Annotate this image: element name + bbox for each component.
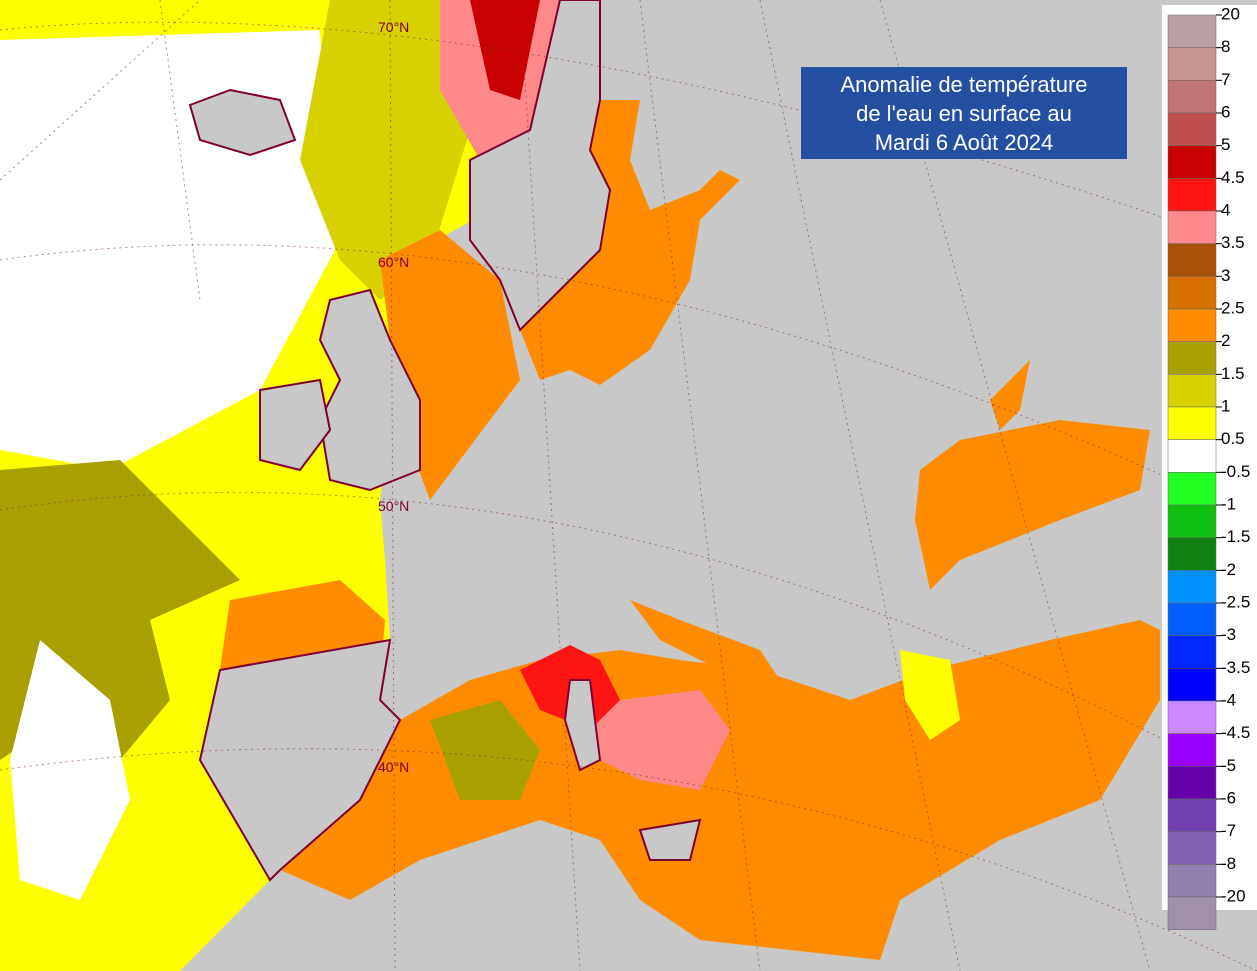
legend-label: 1.5 [1221,364,1245,383]
legend-label: -3.5 [1221,658,1250,677]
legend-label: -0.5 [1221,462,1250,481]
legend-swatch [1167,178,1217,212]
mediterranean [280,620,1160,960]
legend-swatch [1167,308,1217,342]
legend-swatch [1167,700,1217,734]
corsica-sardinia [563,679,602,772]
legend-swatch [1167,374,1217,408]
legend-label: -4 [1221,690,1236,709]
graticule-line [519,0,581,971]
legend-swatch [1167,439,1217,473]
title-line: Mardi 6 Août 2024 [874,130,1054,155]
legend-swatch [1167,798,1217,832]
britain [318,288,421,492]
legend-label: -2.5 [1221,592,1250,611]
legend-label: 8 [1221,37,1230,56]
map-layers [0,0,1160,971]
legend-label: 3 [1221,266,1230,285]
legend-label: 2 [1221,331,1230,350]
legend-label: 4 [1221,200,1230,219]
black-sea [915,420,1150,590]
title-box: Anomalie de température de l'eau en surf… [801,67,1127,159]
legend-swatch [1167,14,1217,48]
iceland [188,88,297,157]
legend-label: -1 [1221,494,1236,513]
legend-label: -7 [1221,821,1236,840]
title-line: Anomalie de température [840,72,1088,97]
legend-swatch [1167,896,1217,930]
legend-label: 0.5 [1221,429,1245,448]
legend-swatch [1167,504,1217,538]
azov [990,360,1030,430]
aegean-yellow [900,650,960,740]
legend-label: 4.5 [1221,168,1245,187]
legend-label: -4.5 [1221,723,1250,742]
ocean-white-south [10,640,130,900]
legend-label: -6 [1221,788,1236,807]
legend-swatch [1167,570,1217,604]
legend-swatch [1167,80,1217,114]
scandinavia [469,0,612,332]
adriatic [630,600,780,680]
med-olive [430,700,540,800]
graticule-line [639,0,761,971]
legend-label: 2.5 [1221,298,1245,317]
legend-swatch [1167,831,1217,865]
legend-swatch [1167,341,1217,375]
legend-swatch [1167,864,1217,898]
legend-swatch [1167,112,1217,146]
legend-label: -2 [1221,560,1236,579]
legend-label: -5 [1221,756,1236,775]
legend-swatch [1167,766,1217,800]
legend-label: 1 [1221,396,1230,415]
legend: 20 8 7 6 5 4.5 4 3.5 3 2.5 2 1.5 1 0.5 -0.5 -1 -1.5 -2 -2.… [1167,4,1250,930]
legend-swatch [1167,537,1217,571]
legend-label: 7 [1221,70,1230,89]
graticule-line [159,0,201,301]
graticule-line [0,491,1257,791]
legend-swatch [1167,406,1217,440]
legend-swatch [1167,668,1217,702]
iberia-coast [198,638,402,882]
legend-label: 6 [1221,102,1230,121]
latitude-label: 50°N [378,498,409,514]
legend-swatch [1167,145,1217,179]
ireland [259,378,332,472]
legend-swatch [1167,472,1217,506]
legend-label: 20 [1221,4,1240,23]
tyrrhenian-pink [580,690,730,790]
legend-swatch [1167,602,1217,636]
sicily [638,818,702,861]
ocean-yellow-dark [300,0,470,300]
ocean-darkred [470,0,540,100]
legend-swatch [1167,733,1217,767]
legend-swatch [1167,47,1217,81]
latitude-label: 60°N [378,254,409,270]
legend-label: 5 [1221,135,1230,154]
latitude-label: 40°N [378,759,409,775]
legend-label: 3.5 [1221,233,1245,252]
legend-swatch [1167,635,1217,669]
legend-label: -8 [1221,854,1236,873]
title-line: de l'eau en surface au [856,101,1072,126]
baltic [520,100,740,385]
legend-label: -3 [1221,625,1236,644]
legend-swatch [1167,276,1217,310]
graticule-line [0,748,1257,971]
legend-swatch [1167,210,1217,244]
legend-label: -1.5 [1221,527,1250,546]
latitude-label: 70°N [378,19,409,35]
legend-label: -20 [1221,886,1246,905]
legend-swatch [1167,243,1217,277]
